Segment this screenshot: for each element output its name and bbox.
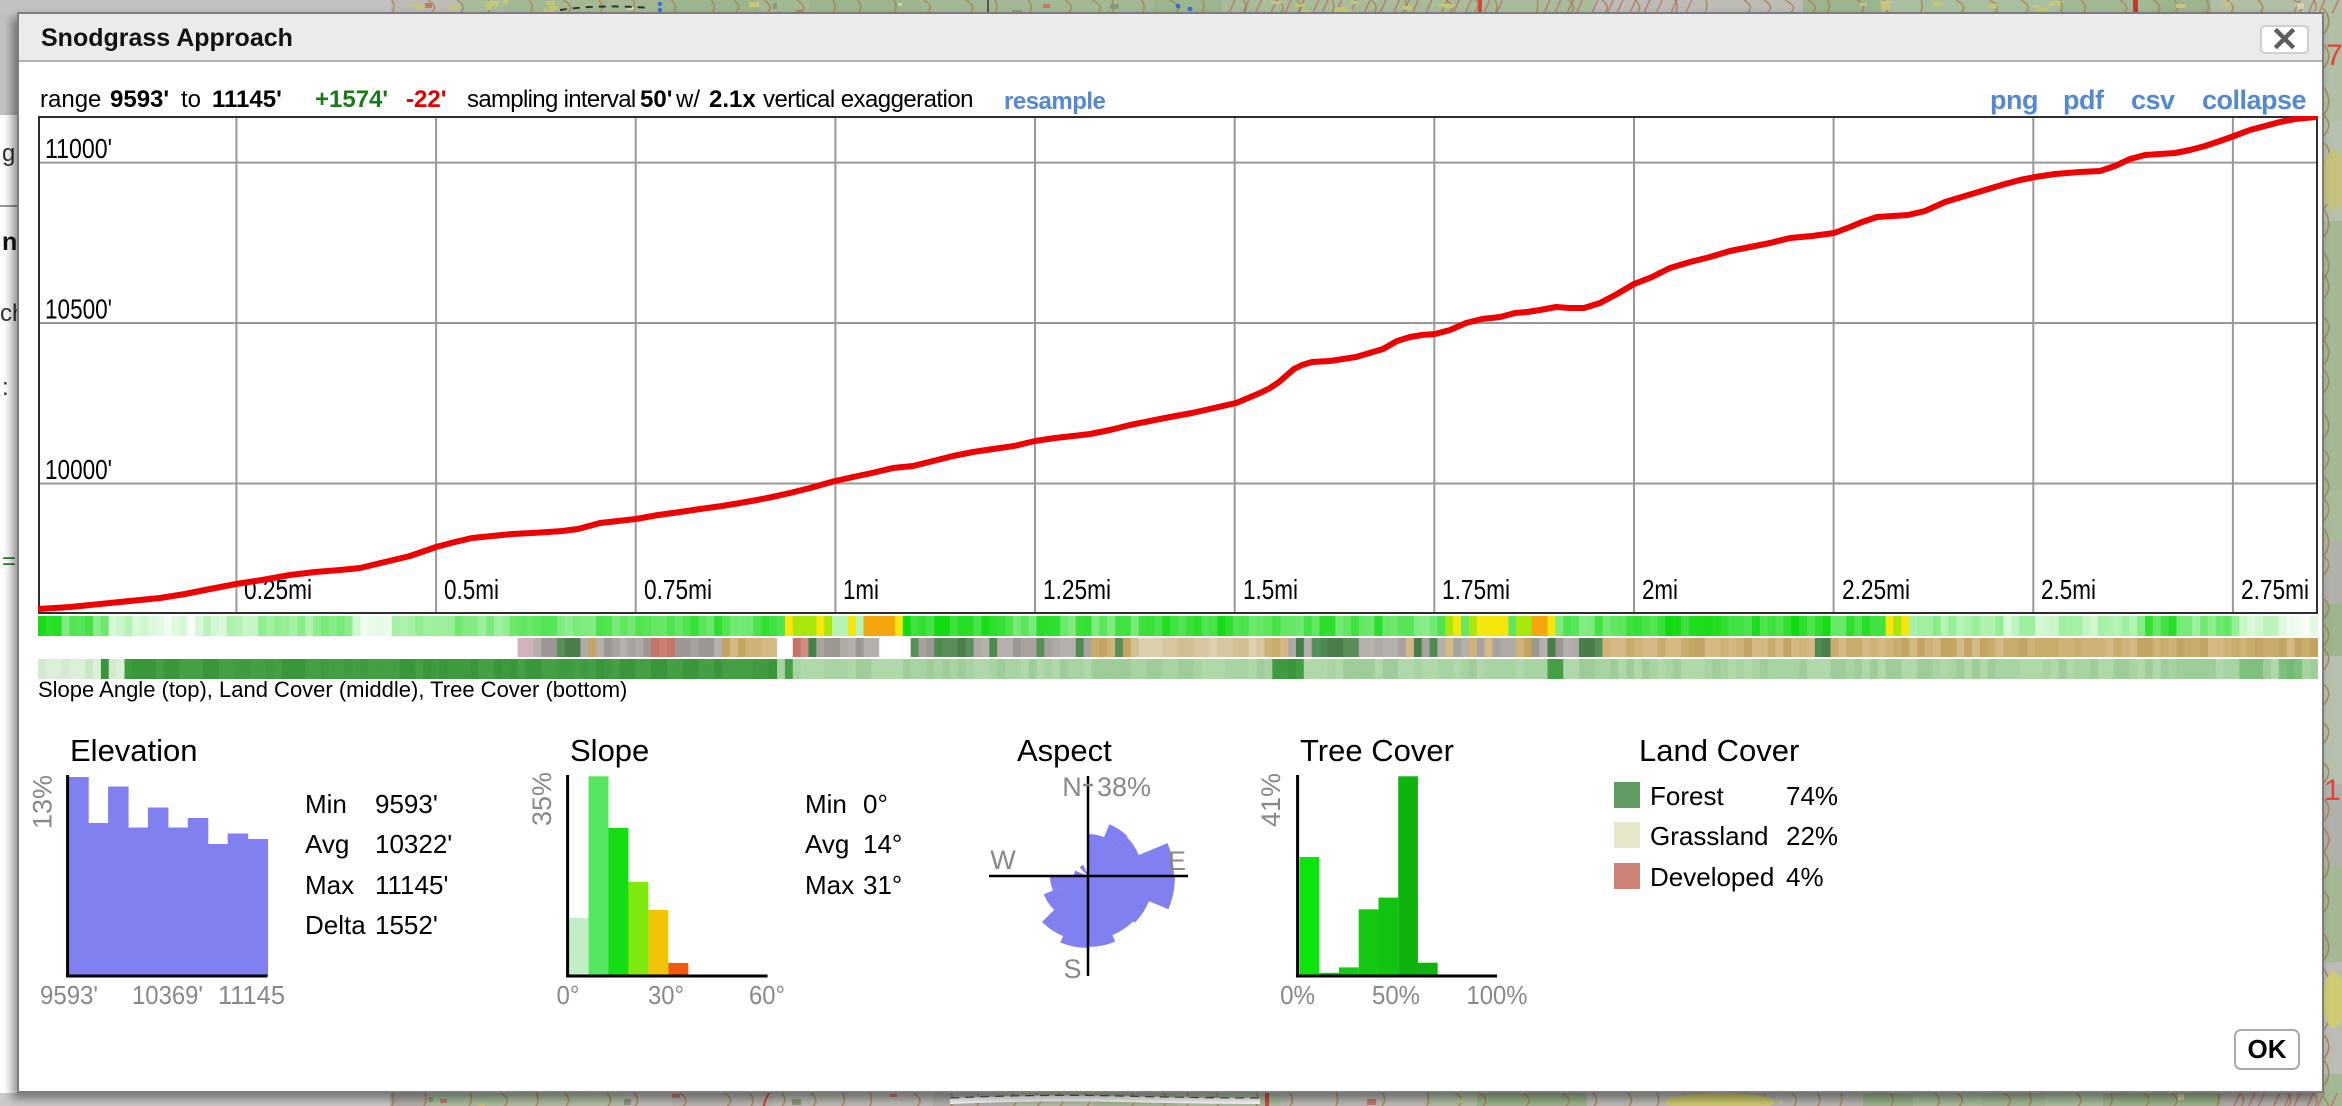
svg-text:S: S <box>1063 954 1081 984</box>
svg-text:2.25mi: 2.25mi <box>1842 574 1910 605</box>
svg-text:0.75mi: 0.75mi <box>644 574 712 605</box>
svg-text:11000': 11000' <box>45 133 112 164</box>
svg-text:41%: 41% <box>1256 773 1286 827</box>
svg-text:1: 1 <box>2324 774 2341 807</box>
svg-text:9593': 9593' <box>40 980 98 1010</box>
svg-text:10500': 10500' <box>45 294 112 325</box>
svg-text:E: E <box>1168 846 1186 876</box>
svg-text:7: 7 <box>2326 39 2342 72</box>
svg-text:N: N <box>1062 772 1082 802</box>
svg-text:1.5mi: 1.5mi <box>1243 574 1298 605</box>
svg-text:2mi: 2mi <box>1642 574 1678 605</box>
svg-text:10000': 10000' <box>45 454 112 485</box>
svg-text:1mi: 1mi <box>843 574 879 605</box>
svg-text:100%: 100% <box>1467 980 1528 1010</box>
svg-text:1.25mi: 1.25mi <box>1043 574 1111 605</box>
svg-text:2.75mi: 2.75mi <box>2241 574 2309 605</box>
svg-text:13%: 13% <box>28 775 58 829</box>
svg-text:30°: 30° <box>648 980 684 1010</box>
svg-text:11145: 11145 <box>218 980 285 1010</box>
svg-text:W: W <box>990 845 1016 875</box>
svg-text:38%: 38% <box>1097 772 1151 802</box>
svg-text:10369': 10369' <box>132 980 203 1010</box>
svg-text:50%: 50% <box>1372 980 1420 1010</box>
svg-text:2.5mi: 2.5mi <box>2041 574 2096 605</box>
svg-text:1.75mi: 1.75mi <box>1442 574 1510 605</box>
svg-text:35%: 35% <box>527 772 557 826</box>
svg-text:0.5mi: 0.5mi <box>444 574 499 605</box>
svg-text:0°: 0° <box>557 980 580 1010</box>
svg-text:60°: 60° <box>749 980 785 1010</box>
svg-text:0%: 0% <box>1280 980 1315 1010</box>
